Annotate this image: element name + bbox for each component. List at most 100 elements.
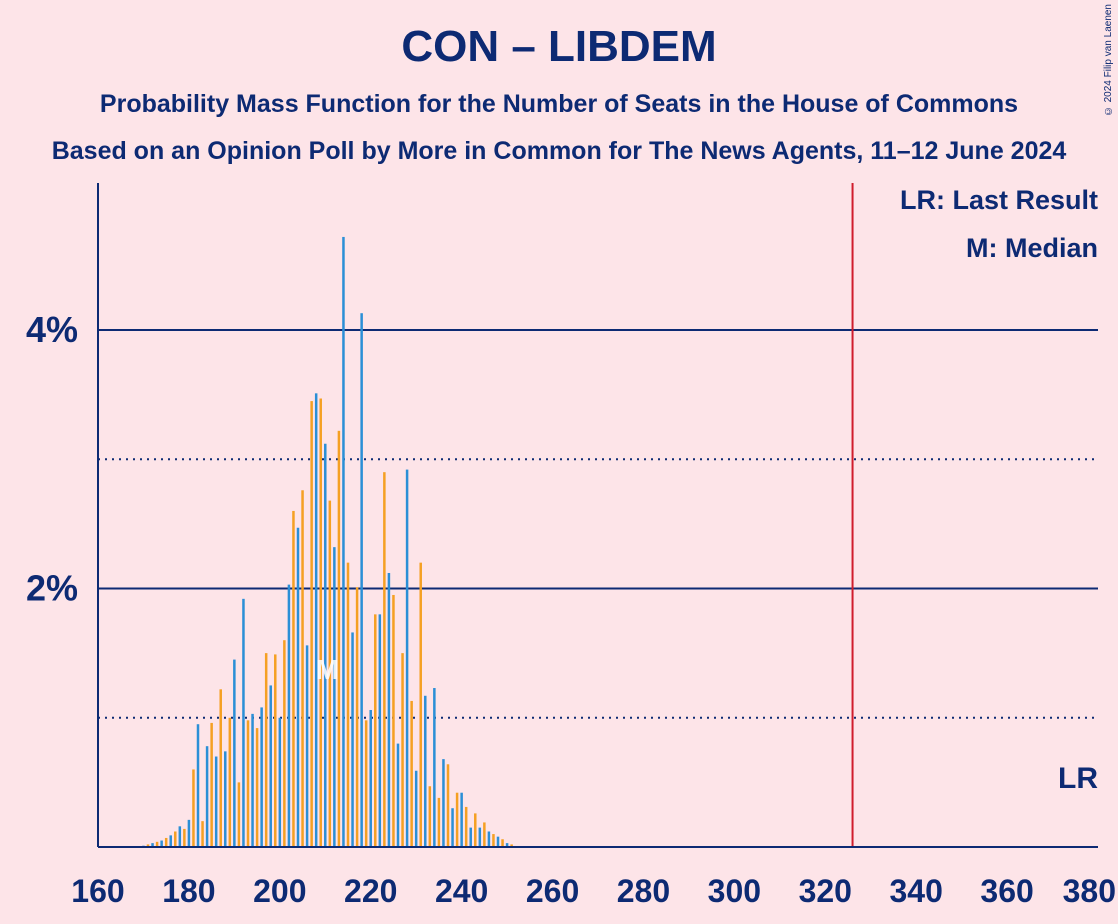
bar-seat-203	[292, 510, 295, 847]
x-tick-label: 360	[980, 873, 1033, 909]
bar-seat-204	[296, 527, 300, 847]
bar-seat-189	[228, 717, 232, 847]
bars: M	[142, 236, 513, 847]
bar-seat-205	[301, 490, 304, 847]
bar-seat-229	[410, 700, 413, 847]
x-tick-label: 380	[1063, 873, 1116, 909]
bar-seat-251	[510, 844, 513, 847]
x-tick-label: 300	[708, 873, 761, 909]
x-tick-label: 320	[799, 873, 852, 909]
bar-seat-188	[224, 751, 227, 847]
bar-seat-201	[283, 640, 286, 847]
chart-title: CON – LIBDEM	[401, 22, 717, 71]
bar-seat-192	[242, 598, 245, 847]
bar-seat-238	[451, 808, 454, 847]
bar-seat-185	[210, 722, 213, 847]
bar-seat-208	[314, 393, 318, 847]
median-marker: M	[316, 654, 339, 685]
bar-seat-249	[501, 839, 504, 847]
bar-seat-190	[233, 659, 236, 847]
bar-seat-232	[424, 695, 427, 847]
y-tick-label: 4%	[26, 309, 78, 350]
bar-seat-241	[464, 806, 468, 847]
bar-seat-236	[442, 759, 445, 847]
bar-seat-245	[483, 822, 486, 847]
bar-seat-226	[396, 743, 400, 847]
bar-seat-233	[428, 786, 432, 847]
bar-seat-243	[474, 813, 477, 847]
bar-seat-194	[251, 713, 254, 847]
x-tick-label: 180	[162, 873, 215, 909]
bar-seat-172	[151, 843, 154, 847]
x-tick-label: 260	[526, 873, 579, 909]
bar-seat-234	[433, 688, 436, 847]
bar-seat-200	[278, 717, 282, 847]
x-tick-label: 220	[344, 873, 397, 909]
bar-seat-211	[328, 500, 332, 847]
x-tick-label: 200	[253, 873, 306, 909]
bar-seat-244	[478, 827, 482, 847]
bar-seat-242	[469, 827, 472, 847]
bar-seat-195	[255, 728, 259, 847]
bar-seat-177	[174, 831, 177, 847]
x-tick-label: 280	[617, 873, 670, 909]
x-tick-label: 160	[71, 873, 124, 909]
bar-seat-212	[333, 547, 336, 847]
bar-seat-227	[401, 653, 404, 847]
grid-lines	[98, 329, 1098, 719]
bar-seat-237	[446, 764, 450, 847]
bar-seat-184	[205, 746, 209, 847]
bar-seat-187	[219, 689, 222, 847]
bar-seat-183	[201, 821, 204, 847]
bar-seat-221	[374, 614, 377, 847]
bar-seat-182	[196, 724, 200, 847]
bar-seat-240	[460, 792, 463, 847]
bar-seat-230	[414, 770, 418, 847]
bar-seat-209	[319, 398, 322, 847]
x-tick-label: 340	[889, 873, 942, 909]
legend-median: M: Median	[966, 233, 1098, 263]
bar-seat-196	[260, 707, 263, 847]
bar-seat-198	[269, 685, 272, 847]
x-tick-label: 240	[435, 873, 488, 909]
bar-seat-197	[264, 653, 268, 847]
bar-seat-181	[192, 769, 195, 847]
bar-seat-215	[346, 562, 350, 847]
axes	[97, 183, 1098, 848]
bar-seat-193	[246, 720, 250, 847]
chart-subtitle: Probability Mass Function for the Number…	[99, 90, 1019, 118]
bar-seat-219	[364, 720, 368, 847]
bar-seat-173	[155, 841, 159, 847]
bar-seat-186	[214, 756, 218, 847]
bar-seat-223	[383, 472, 386, 847]
bar-seat-176	[169, 835, 172, 847]
bar-seat-246	[487, 831, 491, 847]
bar-seat-250	[505, 843, 509, 847]
y-tick-label: 2%	[26, 568, 78, 609]
bar-seat-217	[355, 587, 359, 847]
bar-seat-191	[237, 782, 241, 847]
bar-seat-216	[351, 632, 354, 847]
bar-seat-202	[287, 584, 291, 847]
bar-seat-247	[492, 834, 495, 847]
tick-labels: 2% 4% 160 180 200 220 240 260 280 300 320 340 360 380	[26, 309, 1116, 909]
bar-seat-199	[274, 654, 277, 847]
bar-seat-225	[392, 594, 395, 847]
bar-seat-224	[387, 572, 391, 847]
bar-seat-248	[496, 836, 500, 847]
bar-seat-179	[183, 828, 186, 847]
bar-seat-218	[360, 313, 363, 847]
bar-seat-213	[337, 430, 341, 847]
bar-seat-235	[437, 797, 441, 847]
chart-source: Based on an Opinion Poll by More in Comm…	[51, 137, 1067, 165]
bar-seat-174	[160, 840, 163, 847]
bar-seat-214	[342, 236, 345, 847]
bar-seat-206	[305, 645, 309, 847]
bar-seat-175	[164, 837, 168, 847]
legend-last-result: LR: Last Result	[899, 185, 1098, 215]
bar-seat-210	[324, 443, 327, 847]
bar-seat-180	[187, 819, 191, 847]
bar-seat-171	[146, 844, 150, 847]
bar-seat-178	[178, 826, 182, 847]
